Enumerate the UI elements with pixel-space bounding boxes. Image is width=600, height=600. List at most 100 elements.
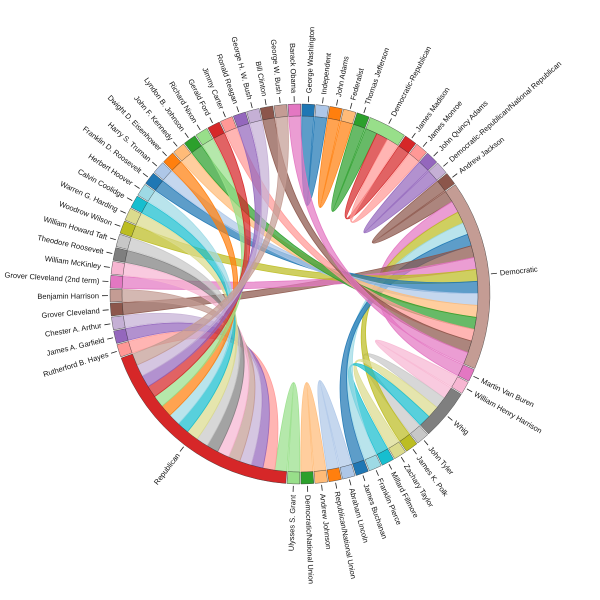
arc-ulysses-s-grant[interactable] [286,471,301,485]
label-tick [106,251,113,254]
arc-franklin-d-roosevelt[interactable] [145,172,163,191]
arc-lyndon-b-johnson[interactable] [184,135,202,154]
arc-millard-fillmore[interactable] [376,448,394,466]
label-chester-a-arthur: Chester A. Arthur [44,321,102,339]
label-tick [362,475,366,482]
arc-john-f-kennedy[interactable] [173,143,192,162]
label-tick [109,237,116,241]
arc-harry-s-truman[interactable] [153,162,172,181]
arc-ronald-reagan[interactable] [233,111,250,128]
label-tick [120,210,126,214]
chord-ulysses-s-grant-to-republican[interactable] [274,382,301,473]
arc-john-adams[interactable] [327,106,343,121]
label-tick [388,118,392,124]
arc-democratic-republican-national-republican[interactable] [428,162,447,181]
arc-rutherford-b-hayes[interactable] [116,341,133,358]
label-tick [152,161,158,167]
arc-grover-cleveland[interactable] [110,302,124,317]
label-william-mckinley: William McKinley [44,254,102,271]
arc-barack-obama[interactable] [287,103,301,117]
node-arcs [109,103,491,485]
label-tick [375,470,379,476]
arc-bill-clinton[interactable] [259,105,275,121]
chord-links [121,115,479,473]
label-tick [107,337,114,340]
arc-democratic-national-union[interactable] [300,471,315,485]
arc-james-buchanan[interactable] [352,459,369,476]
label-tick [114,223,121,227]
label-republican: Republican [152,451,182,486]
chord-gerald-ford-to-republican[interactable] [147,132,251,398]
arc-james-a-garfield[interactable] [113,328,129,344]
arc-andrew-jackson[interactable] [437,173,455,191]
arc-calvin-coolidge[interactable] [130,195,148,214]
label-tick [173,141,178,147]
arc-theodore-roosevelt[interactable] [112,247,128,263]
arc-zachary-taylor[interactable] [388,441,406,460]
label-tick [222,111,226,118]
arc-martin-van-buren[interactable] [457,364,475,382]
arc-independent[interactable] [314,104,329,119]
arc-benjamin-harrison[interactable] [109,288,123,303]
label-tick [363,107,367,114]
label-democratic-republican: Democratic-Republican [389,45,433,118]
arc-andrew-johnson[interactable] [313,469,328,484]
arc-george-washington[interactable] [301,103,315,117]
label-democratic: Democratic [499,265,538,278]
label-tick [400,456,405,463]
arc-james-k-polk[interactable] [399,434,418,452]
arc-federalist[interactable] [340,108,357,125]
arc-george-w-bush[interactable] [273,104,288,118]
label-tick [321,484,323,491]
label-tick [490,272,497,275]
label-tick [209,117,213,124]
label-tick [264,99,267,106]
arc-william-howard-taft[interactable] [115,233,132,250]
label-democratic-national-union: Democratic/National Union [303,495,315,585]
label-tick [447,416,453,421]
label-tick [196,124,201,131]
arc-john-quincy-adams[interactable] [419,152,438,171]
label-ulysses-s-grant: Ulysses S. Grant [287,494,298,551]
label-tick [466,388,473,393]
arc-george-h-w-bush[interactable] [246,108,262,124]
arc-gerald-ford[interactable] [207,121,225,139]
arc-james-madison[interactable] [398,135,417,154]
label-tick [335,482,338,489]
chord-richard-nixon-to-republican[interactable] [154,138,247,407]
label-tick [388,463,393,470]
arc-richard-nixon[interactable] [195,128,213,146]
label-tick [179,446,184,452]
arc-chester-a-arthur[interactable] [111,315,126,331]
arc-james-monroe[interactable] [409,143,427,162]
label-tick [322,97,324,104]
label-tick [349,479,352,486]
label-benjamin-harrison: Benjamin Harrison [37,291,99,301]
label-george-washington: George Washington [304,27,316,94]
arc-woodrow-wilson[interactable] [119,220,136,238]
label-tick [134,184,140,189]
label-tick [349,102,353,109]
arc-thomas-jefferson[interactable] [353,112,370,129]
label-tick [422,141,428,147]
label-tick [184,132,189,138]
label-tick [126,197,133,201]
arc-warren-g-harding[interactable] [124,208,142,225]
arc-whig[interactable] [420,387,462,435]
label-tick [336,99,339,106]
label-barack-obama: Barack Obama [288,43,299,94]
label-george-w-bush: George W. Bush [269,39,284,95]
arc-democratic-republican[interactable] [365,117,405,146]
arc-herbert-hoover[interactable] [137,184,155,202]
arc-grover-cleveland-2nd-term[interactable] [109,274,124,289]
arc-democratic[interactable] [445,184,491,369]
arc-republican-national-union[interactable] [326,467,342,483]
arc-dwight-d-eisenhower[interactable] [163,152,182,171]
label-andrew-johnson: Andrew Johnson [318,493,333,550]
arc-william-mckinley[interactable] [110,261,125,276]
arc-john-tyler[interactable] [410,425,428,444]
arc-william-henry-harrison[interactable] [451,376,469,394]
arc-franklin-pierce[interactable] [364,454,382,472]
arc-jimmy-carter[interactable] [220,116,237,133]
arc-abraham-lincoln[interactable] [339,464,356,480]
